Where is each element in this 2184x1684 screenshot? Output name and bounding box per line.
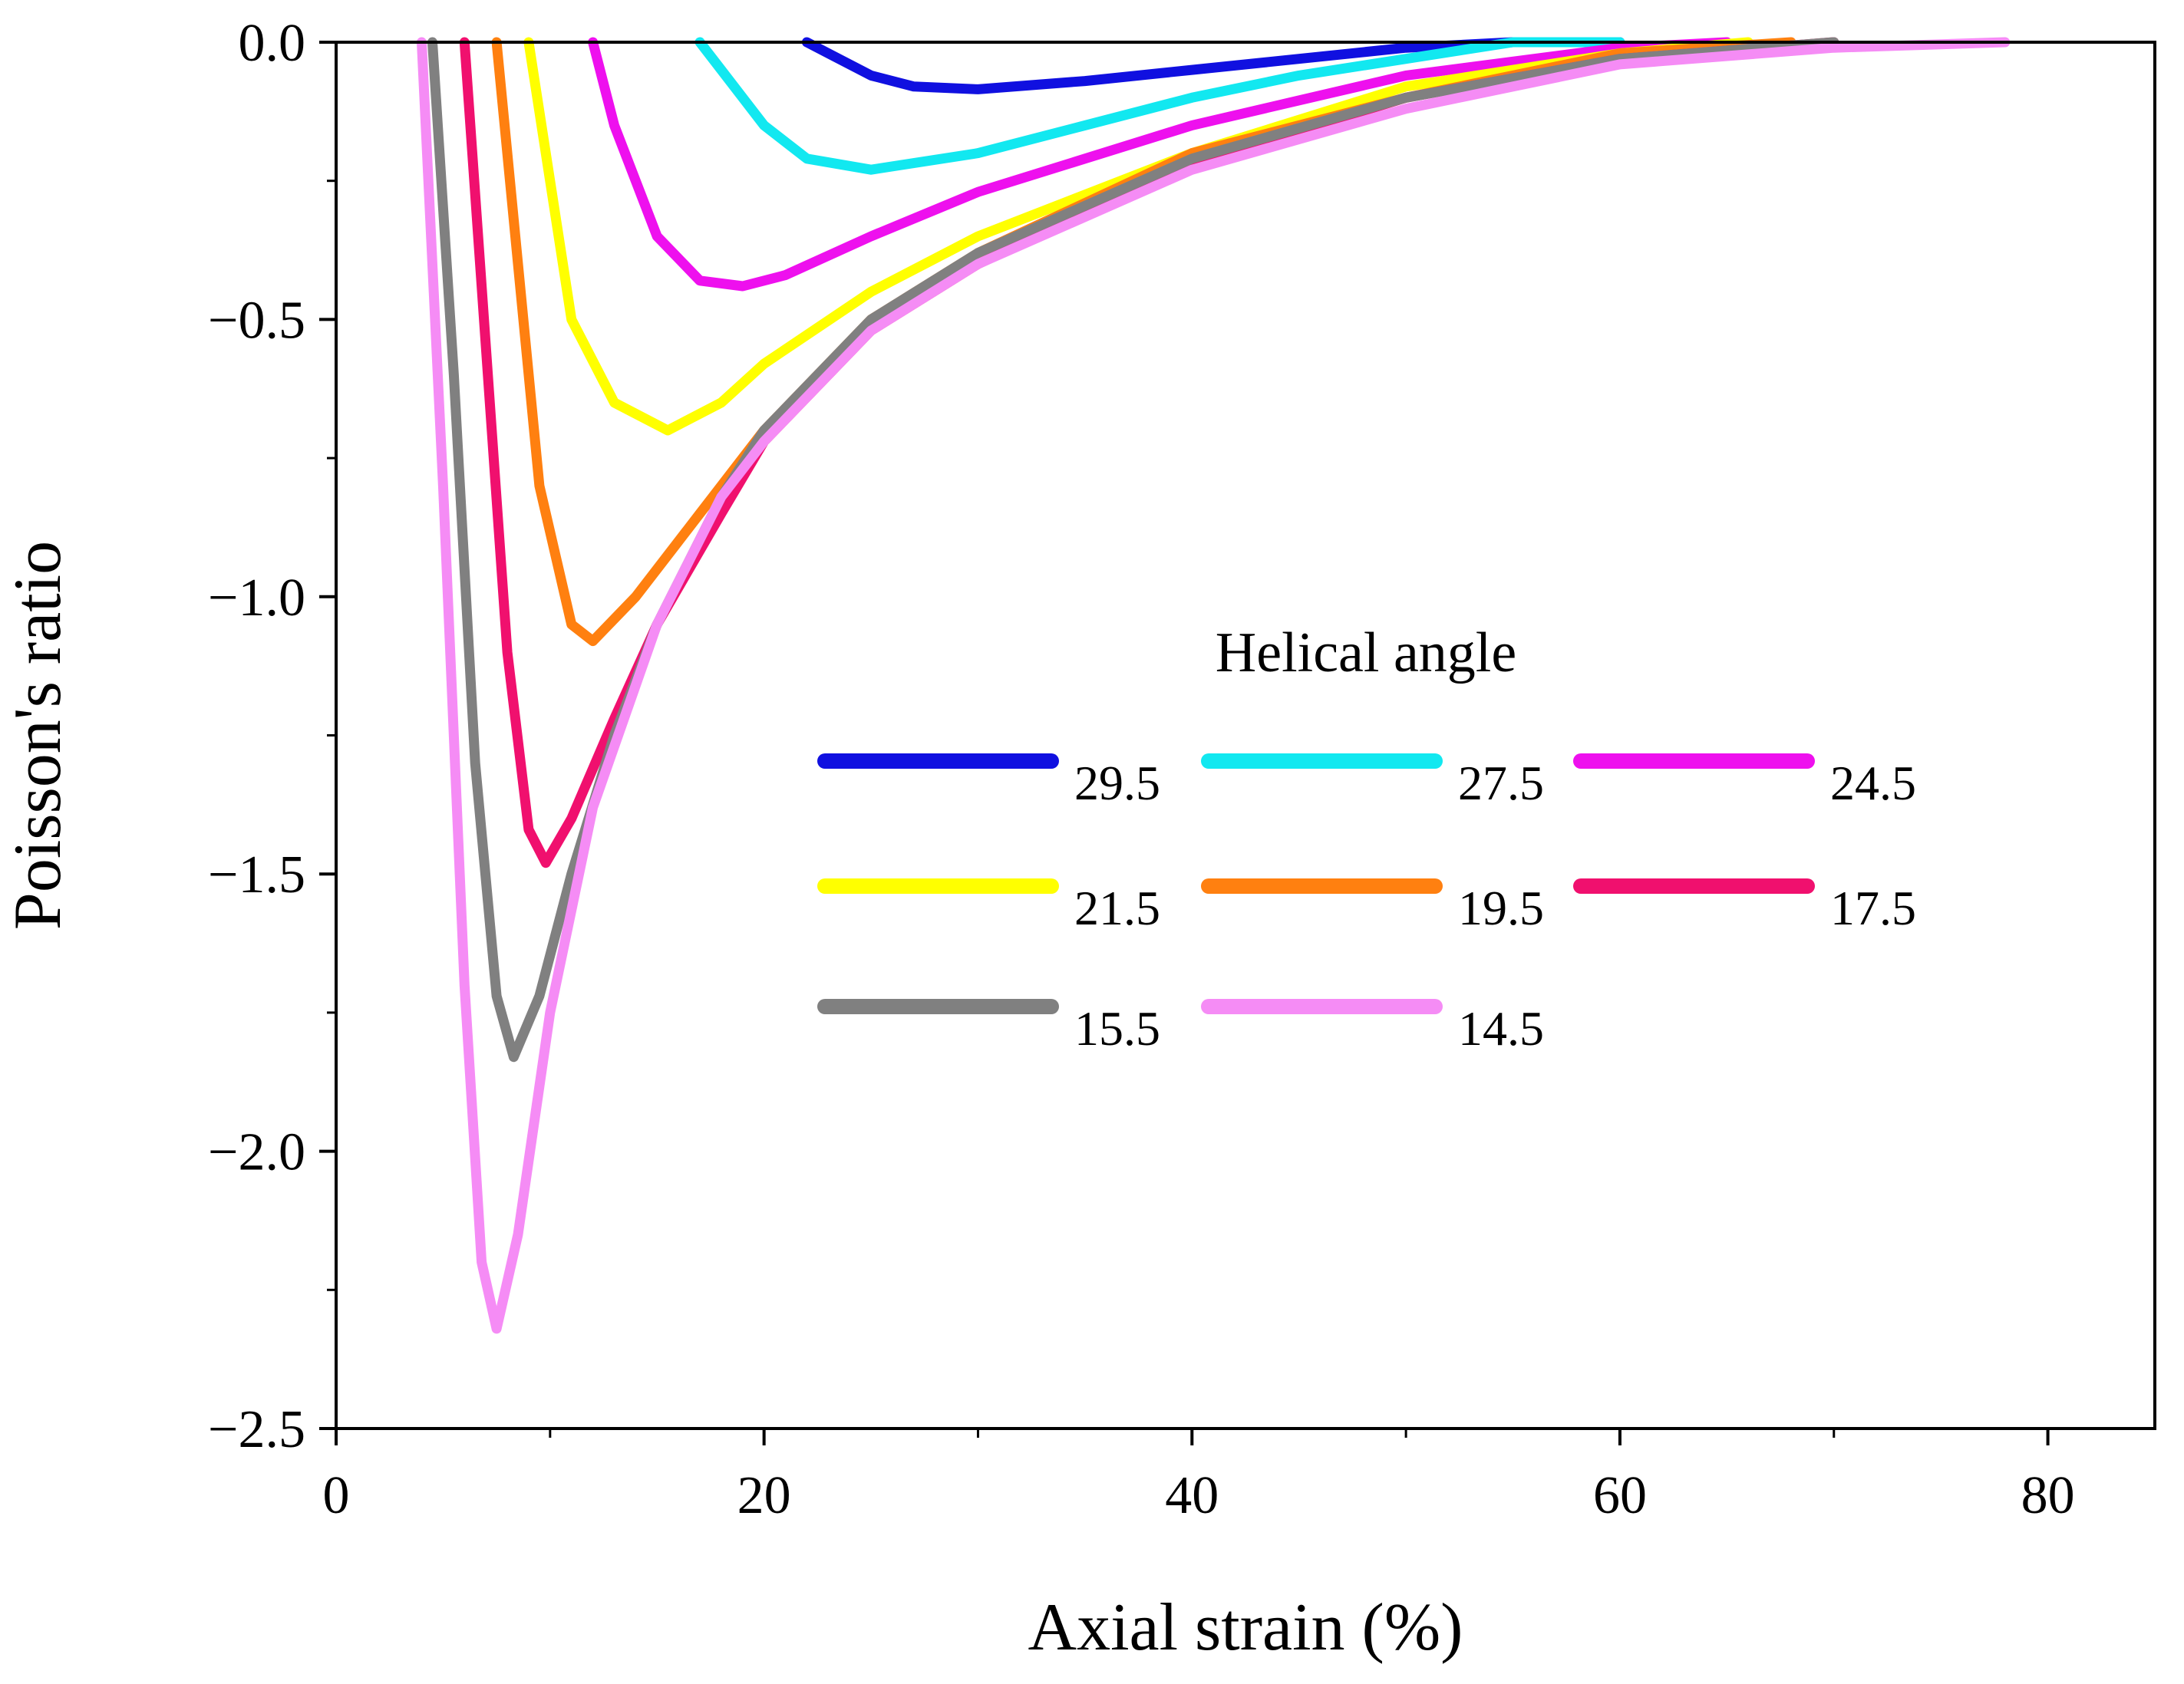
legend: Helical angle 29.5 27.5 24.5 21.5 19.5 17.5 15… [817,621,1916,1056]
legend-label-14-5: 14.5 [1458,1001,1544,1056]
tick-layer: 0 20 40 60 80 0.0 −0.5 −1.0 −1.5 −2.0 −2.5 [208,14,2075,1525]
series-line-14-5 [417,37,2011,1334]
series-layer [417,37,2011,1334]
y-axis-title: Poisson's ratio [1,541,75,930]
y-tick-label: −2.5 [208,1400,305,1459]
legend-label-24-5: 24.5 [1830,756,1916,810]
legend-title: Helical angle [1216,621,1516,684]
x-tick-label: 60 [1593,1466,1647,1525]
x-axis-title: Axial strain (%) [1028,1590,1463,1665]
y-tick-label: 0.0 [239,14,306,73]
x-tick-label: 20 [737,1466,791,1525]
series-line-29-5 [801,37,1625,94]
y-tick-label: −0.5 [208,291,305,350]
legend-label-15-5: 15.5 [1074,1001,1160,1056]
y-tick-label: −2.0 [208,1123,305,1182]
legend-label-29-5: 29.5 [1074,756,1160,810]
legend-label-17-5: 17.5 [1830,881,1916,935]
y-tick-label: −1.0 [208,568,305,628]
legend-label-21-5: 21.5 [1074,881,1160,935]
legend-label-27-5: 27.5 [1458,756,1544,810]
x-tick-label: 40 [1165,1466,1219,1525]
x-tick-label: 0 [323,1466,350,1525]
y-tick-label: −1.5 [208,845,305,905]
series-line-24-5 [588,37,1732,292]
legend-label-19-5: 19.5 [1458,881,1544,935]
x-tick-label: 80 [2021,1466,2075,1525]
series-line-21-5 [523,37,1753,436]
series-line-27-5 [694,37,1625,175]
